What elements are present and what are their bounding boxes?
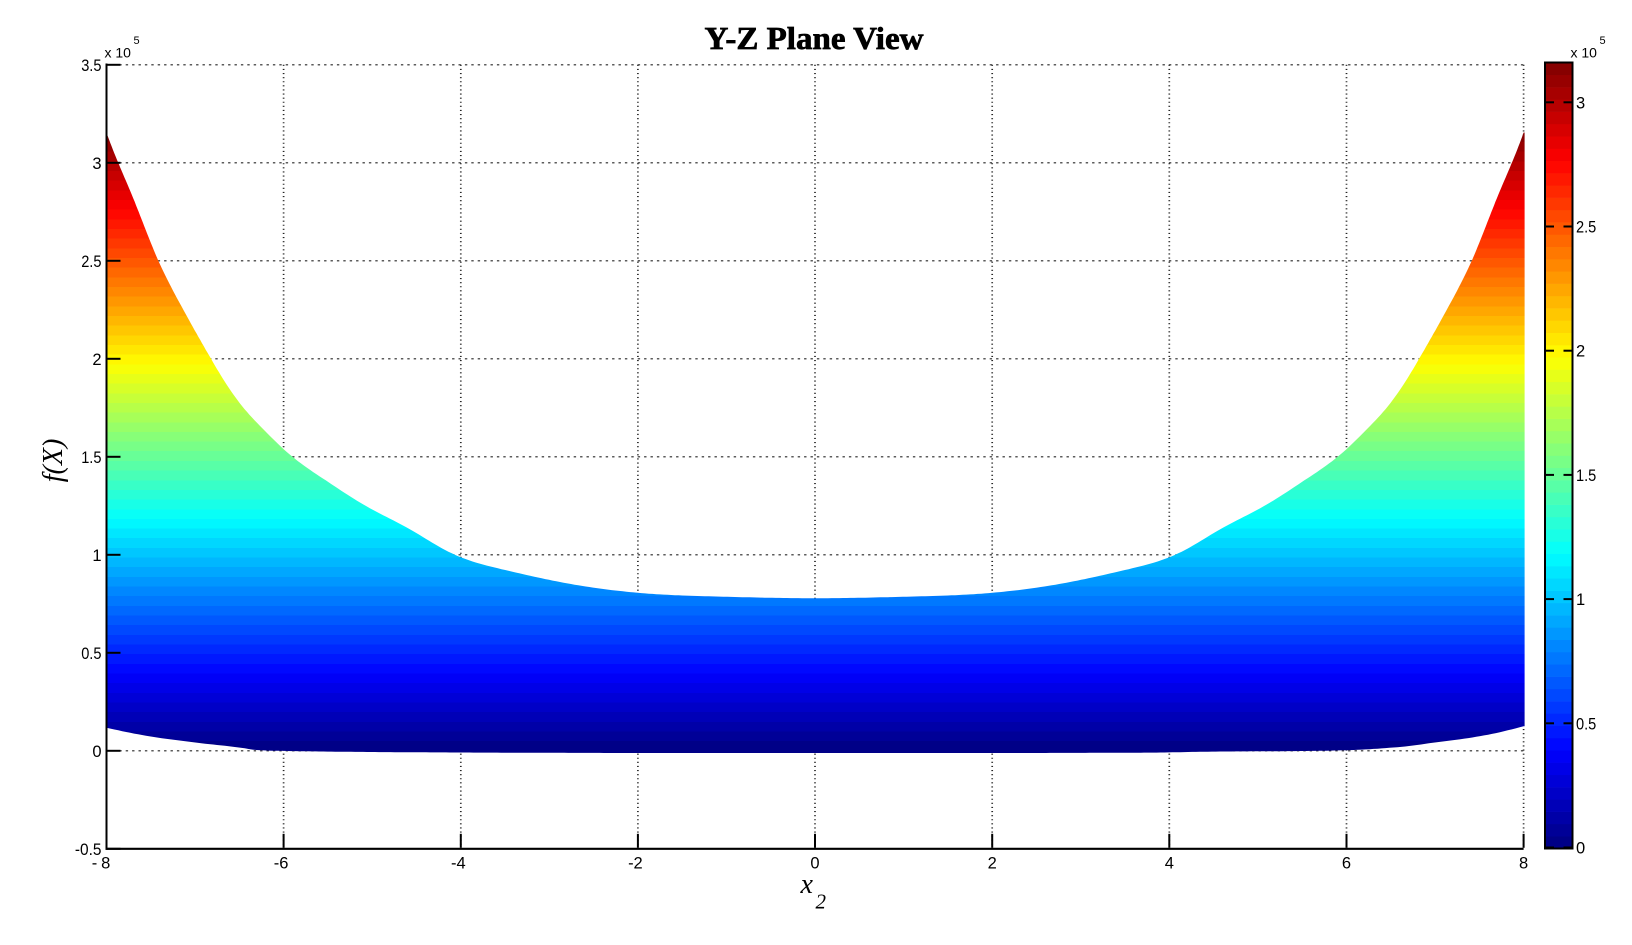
- svg-text:3: 3: [92, 155, 101, 173]
- svg-text:2.5: 2.5: [81, 253, 101, 271]
- svg-text:5: 5: [1600, 35, 1606, 47]
- svg-text:f(X): f(X): [38, 439, 69, 483]
- svg-text:-6: -6: [274, 855, 289, 873]
- svg-text:0: 0: [92, 743, 101, 761]
- svg-text:4: 4: [1165, 855, 1174, 873]
- svg-text:1: 1: [1576, 591, 1585, 609]
- svg-text:8: 8: [1519, 855, 1528, 873]
- svg-text:x 10: x 10: [1571, 45, 1598, 61]
- svg-text:2: 2: [92, 351, 101, 369]
- svg-text:0: 0: [1576, 840, 1585, 858]
- svg-text:1.5: 1.5: [1576, 467, 1596, 485]
- svg-text:2.5: 2.5: [1576, 219, 1596, 237]
- svg-text:2: 2: [1576, 343, 1585, 361]
- svg-text:-2: -2: [628, 855, 643, 873]
- svg-text:-4: -4: [451, 855, 466, 873]
- svg-text:-8: -8: [92, 855, 111, 873]
- svg-text:6: 6: [1342, 855, 1351, 873]
- svg-text:2: 2: [816, 890, 827, 914]
- svg-text:3.5: 3.5: [81, 57, 101, 75]
- svg-text:0.5: 0.5: [81, 645, 101, 663]
- svg-text:1.5: 1.5: [81, 449, 101, 467]
- svg-text:-0.5: -0.5: [75, 841, 102, 859]
- svg-text:1: 1: [92, 547, 101, 565]
- svg-text:0.5: 0.5: [1576, 715, 1596, 733]
- svg-text:Y-Z Plane View: Y-Z Plane View: [705, 20, 924, 56]
- svg-text:0: 0: [810, 855, 819, 873]
- svg-text:2: 2: [988, 855, 997, 873]
- svg-text:x 10: x 10: [105, 45, 132, 61]
- svg-text:3: 3: [1576, 94, 1585, 112]
- svg-text:5: 5: [134, 35, 140, 47]
- svg-text:x: x: [800, 869, 814, 900]
